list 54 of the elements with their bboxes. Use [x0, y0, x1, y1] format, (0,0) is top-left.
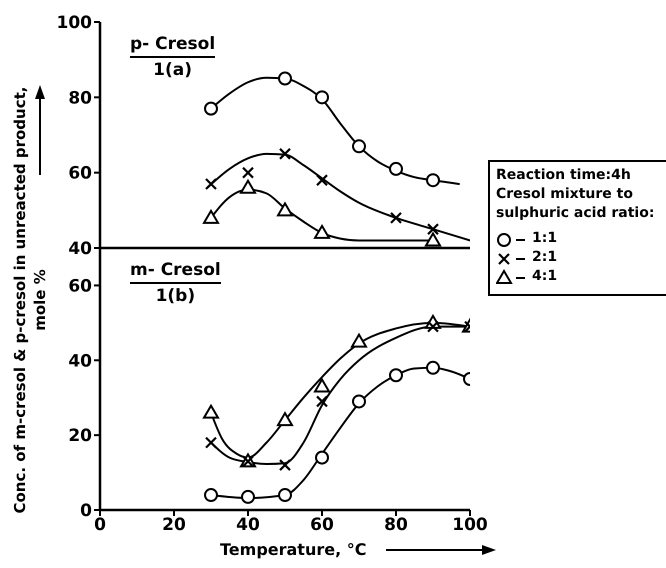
- legend-label: 2:1: [532, 248, 558, 267]
- point: [390, 212, 402, 224]
- point: [278, 72, 292, 86]
- point: [426, 360, 440, 375]
- point: [315, 90, 329, 104]
- point: [351, 334, 367, 348]
- y-tick-label: 80: [68, 88, 92, 108]
- point: [203, 404, 219, 419]
- point: [314, 378, 330, 392]
- x-tick-label: 100: [452, 515, 488, 536]
- x-tick-label: 0: [94, 515, 106, 536]
- y-tick-label: 0: [80, 501, 92, 522]
- point: [314, 224, 330, 239]
- x-tick-label: 20: [162, 515, 186, 536]
- x-tick-label: 60: [310, 515, 334, 536]
- point: [278, 458, 292, 472]
- text: 1(b): [154, 286, 196, 306]
- point: [278, 488, 292, 502]
- point: [315, 450, 329, 465]
- point: [204, 436, 218, 449]
- point: [389, 368, 403, 382]
- point: [204, 488, 218, 502]
- point: [277, 412, 293, 426]
- point: [425, 232, 441, 246]
- text: p- Cresol: [130, 34, 216, 58]
- point: [204, 102, 218, 116]
- point: [241, 490, 255, 504]
- legend-title: Reaction time:4h Cresol mixture to sulphuric acid ratio:: [496, 166, 656, 223]
- point: [316, 174, 328, 186]
- point: [316, 395, 328, 408]
- point: [242, 166, 254, 179]
- point: [203, 210, 219, 224]
- x-tick-label: 40: [236, 515, 260, 536]
- y-tick-label: 40: [68, 239, 92, 260]
- point: [426, 223, 440, 236]
- y-tick-label: 60: [68, 164, 92, 184]
- y-tick-label: 60: [68, 276, 92, 296]
- x-axis-title: Temperature, °C: [220, 540, 366, 559]
- point: [352, 394, 366, 408]
- point: [352, 139, 366, 154]
- y-tick-label: 100: [56, 13, 92, 34]
- point: [389, 162, 403, 176]
- text: m- Cresol: [130, 260, 221, 284]
- text: 1(a): [152, 60, 193, 80]
- legend-label: 1:1: [532, 229, 558, 248]
- point: [240, 180, 256, 194]
- legend-label: 4:1: [532, 267, 558, 286]
- x-tick-label: 80: [384, 515, 408, 536]
- y-axis-title: Conc. of m-cresol & p-cresol in unreacted product, mole %: [10, 86, 50, 515]
- y-tick-label: 40: [68, 351, 92, 372]
- y-tick-label: 20: [68, 426, 92, 446]
- point: [277, 202, 293, 216]
- point: [278, 148, 292, 160]
- point: [426, 173, 440, 188]
